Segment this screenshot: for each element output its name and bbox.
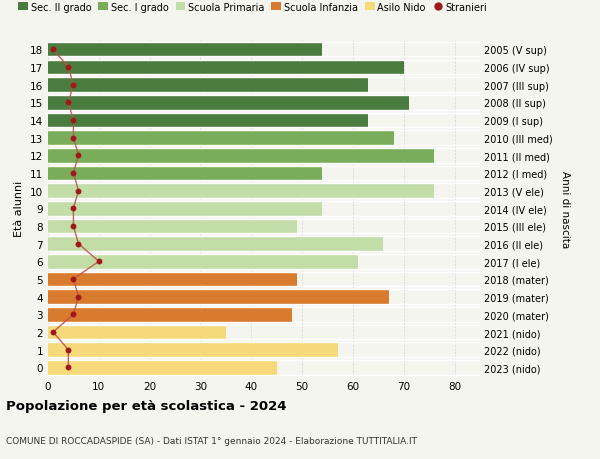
Point [64, 64, 73, 72]
Point [64, 99, 73, 106]
Legend: Sec. II grado, Sec. I grado, Scuola Primaria, Scuola Infanzia, Asilo Nido, Stran: Sec. II grado, Sec. I grado, Scuola Prim… [19, 3, 487, 12]
Bar [48, 255, 358, 269]
Bar [48, 149, 434, 163]
Bar [48, 290, 389, 304]
Bar [48, 131, 394, 146]
Point [74, 241, 83, 248]
Bar [48, 343, 338, 357]
Point [74, 188, 83, 195]
Bar [48, 202, 322, 216]
Point [68, 223, 78, 230]
Bar [48, 61, 404, 75]
Text: COMUNE DI ROCCADASPIDE (SA) - Dati ISTAT 1° gennaio 2024 - Elaborazione TUTTITAL: COMUNE DI ROCCADASPIDE (SA) - Dati ISTAT… [6, 436, 417, 445]
Point [68, 276, 78, 283]
Bar [48, 308, 292, 322]
Point [68, 117, 78, 124]
Point [68, 170, 78, 177]
Bar [48, 78, 368, 93]
Point [74, 293, 83, 301]
Text: Popolazione per età scolastica - 2024: Popolazione per età scolastica - 2024 [6, 399, 287, 412]
Bar [48, 43, 322, 57]
Bar [48, 166, 322, 181]
Y-axis label: Età alunni: Età alunni [14, 181, 25, 237]
Bar [48, 325, 226, 340]
Point [48, 329, 58, 336]
Point [74, 152, 83, 160]
Bar [48, 113, 368, 128]
Point [94, 258, 104, 265]
Point [64, 364, 73, 371]
Point [68, 134, 78, 142]
Point [68, 82, 78, 89]
Bar [48, 96, 409, 110]
Bar [48, 184, 434, 198]
Bar [48, 272, 297, 286]
Bar [48, 219, 297, 234]
Bar [48, 360, 277, 375]
Bar [48, 237, 383, 252]
Point [64, 346, 73, 353]
Point [68, 311, 78, 319]
Y-axis label: Anni di nascita: Anni di nascita [560, 170, 569, 247]
Point [68, 205, 78, 213]
Point [48, 46, 58, 54]
